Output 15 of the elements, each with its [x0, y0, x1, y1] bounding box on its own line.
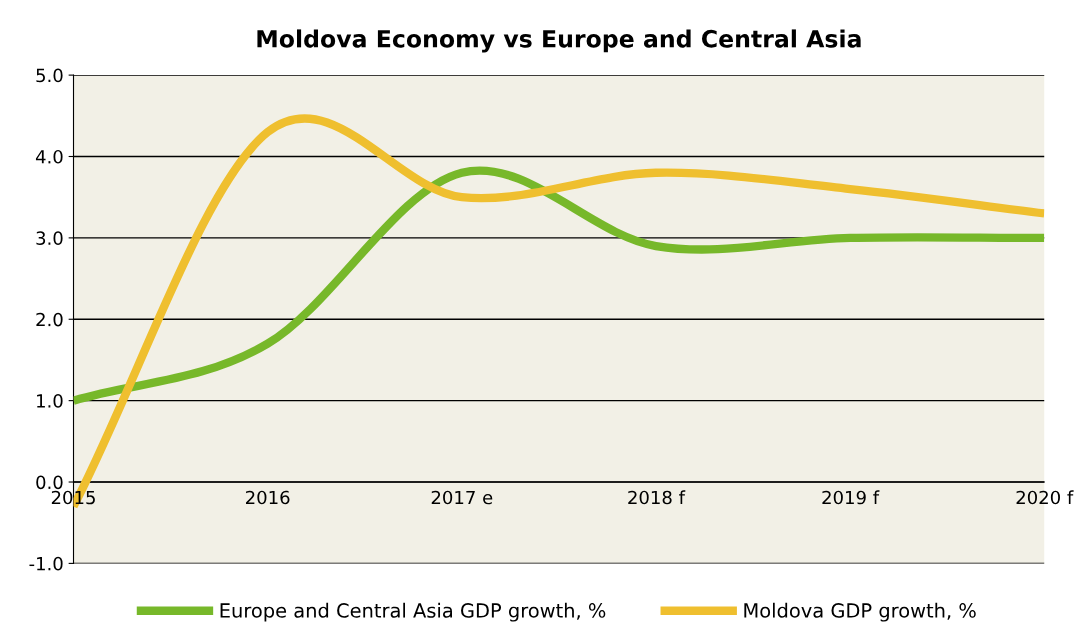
x-tick-label: 2016 [246, 490, 290, 505]
y-tick-label: 1.0 [37, 394, 63, 408]
legend-label: Europe and Central Asia GDP growth, % [220, 602, 606, 622]
y-tick-label: 0.0 [36, 475, 63, 490]
y-tick-label: 2.0 [36, 312, 63, 327]
x-tick-label: 2019 f [822, 490, 880, 505]
chart-title: Moldova Economy vs Europe and Central Asia [257, 29, 861, 53]
y-tick-label: 5.0 [36, 68, 63, 83]
y-tick-label: 4.0 [35, 149, 63, 164]
x-tick-label: 2018 f [628, 490, 686, 505]
x-tick-label: 2017 e [431, 490, 493, 505]
y-tick-label: 3.0 [36, 231, 63, 245]
x-tick-label: 2020 f [1016, 490, 1074, 505]
y-tick-label: -1.0 [29, 556, 63, 571]
legend-label: Moldova GDP growth, % [744, 602, 976, 622]
